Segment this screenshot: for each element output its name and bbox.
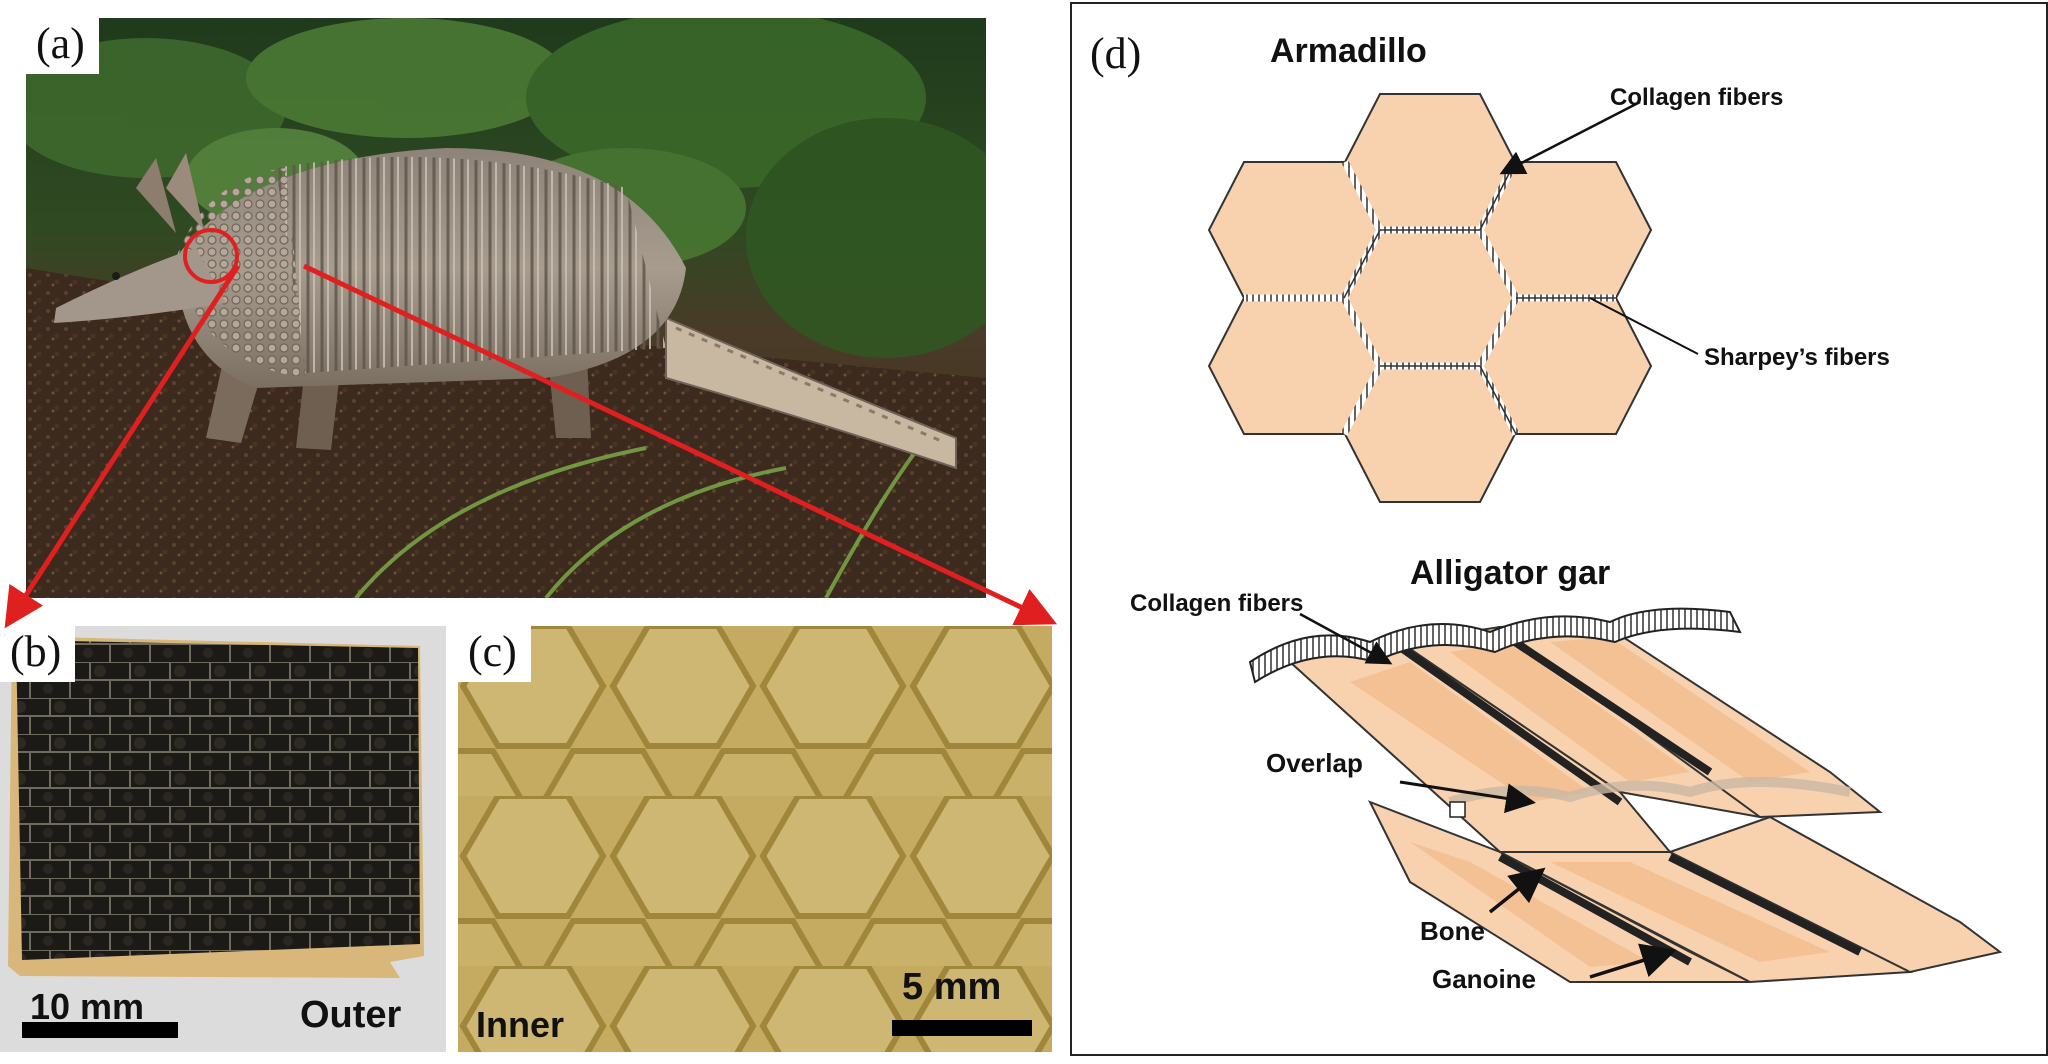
panel-c-label: (c) <box>458 626 531 682</box>
side-label-inner: Inner <box>476 1004 565 1045</box>
outer-surface-photo <box>0 626 446 1052</box>
arrow-to-outer <box>4 264 241 629</box>
overlap-label: Overlap <box>1266 748 1363 778</box>
zoom-circle <box>183 228 239 284</box>
collagen-pointer-gar <box>1299 612 1393 665</box>
side-label-outer: Outer <box>300 994 402 1036</box>
gar-collagen-label: Collagen fibers <box>1130 590 1304 617</box>
gar-collagen-band <box>1248 607 1742 684</box>
panel-c-inner-surface: (c) 5 mm Inner <box>458 626 1052 1052</box>
panel-a-label: (a) <box>26 18 99 74</box>
gar-tile <box>1667 815 2003 974</box>
arrow-to-inner <box>302 263 1058 626</box>
scale-label-b: 10 mm <box>30 986 145 1027</box>
scale-schematic <box>1070 2 2048 1056</box>
panel-b-outer-surface: (b) 10 mm Outer <box>0 626 446 1052</box>
armadillo-title: Armadillo <box>1270 32 1427 70</box>
panel-d-schematic: (d) Armadillo Collagen fibers Sharpey’s … <box>1070 2 2048 1056</box>
armadillo-hexagons <box>1207 93 1653 503</box>
panel-d-label: (d) <box>1090 29 1142 78</box>
scale-bar-b <box>22 1022 178 1038</box>
panel-a-armadillo-photo: (a) <box>26 18 986 598</box>
overlap-pointer <box>1399 780 1536 814</box>
inner-surface-photo <box>458 626 1052 1052</box>
collagen-pointer-armadillo <box>1499 100 1641 175</box>
bone-label: Bone <box>1420 916 1485 946</box>
gar-title: Alligator gar <box>1410 554 1611 592</box>
bone-pointer <box>1488 867 1546 914</box>
sharpey-fibers-label: Sharpey’s fibers <box>1704 344 1890 371</box>
armadillo-collagen-label: Collagen fibers <box>1610 84 1784 111</box>
armadillo-photo <box>26 18 986 598</box>
ganoine-pointer <box>1589 943 1677 979</box>
panel-b-label: (b) <box>0 626 76 682</box>
ganoine-label: Ganoine <box>1432 964 1537 994</box>
sharpey-pointer <box>1589 297 1699 355</box>
scale-label-c: 5 mm <box>902 966 1002 1008</box>
scale-bar-c <box>892 1020 1032 1036</box>
gar-scales <box>1248 607 2003 984</box>
